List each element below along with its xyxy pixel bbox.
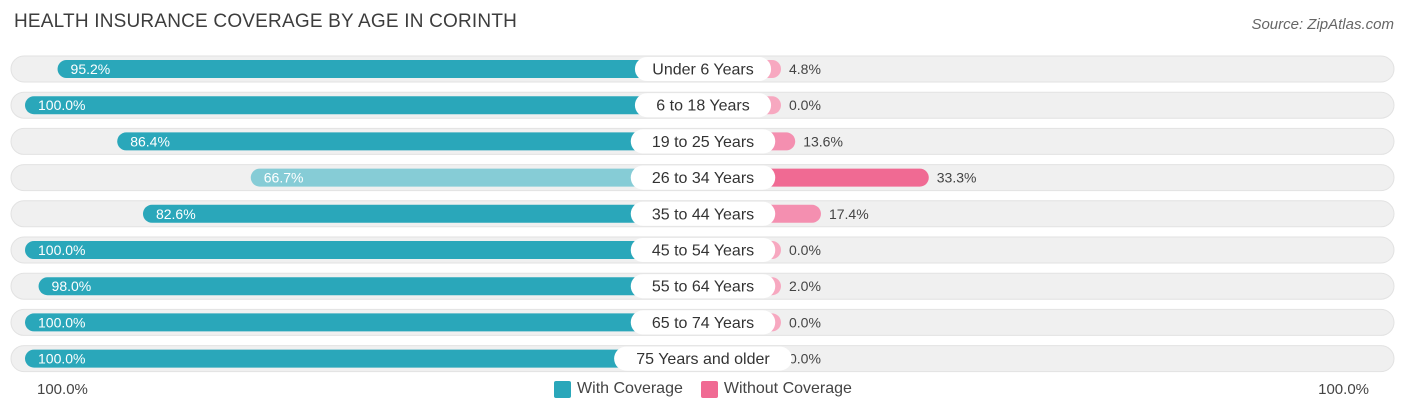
bar-with-coverage — [250, 168, 704, 187]
category-pill — [630, 129, 776, 154]
chart-title: HEALTH INSURANCE COVERAGE BY AGE IN CORI… — [14, 11, 518, 32]
value-label-without-coverage: 13.6% — [803, 133, 843, 149]
category-label: 35 to 44 Years — [652, 206, 754, 223]
axis-left-label: 100.0% — [37, 381, 88, 398]
value-label-without-coverage: 0.0% — [789, 242, 821, 258]
value-label-without-coverage: 33.3% — [937, 170, 977, 186]
value-label-with-coverage: 95.2% — [71, 61, 111, 77]
category-pill — [630, 310, 776, 335]
bar-with-coverage — [25, 313, 703, 332]
legend-label-with-coverage: With Coverage — [577, 380, 683, 397]
value-label-with-coverage: 100.0% — [38, 314, 85, 330]
category-pill — [630, 238, 776, 262]
category-label: 65 to 74 Years — [652, 315, 754, 332]
category-label: 75 Years and older — [636, 351, 770, 368]
bar-with-coverage — [25, 96, 703, 115]
category-pill — [630, 201, 776, 226]
legend-label-without-coverage: Without Coverage — [723, 380, 852, 397]
value-label-without-coverage: 0.0% — [789, 97, 821, 113]
legend-item-without-coverage[interactable]: Without Coverage — [700, 380, 852, 398]
category-pill — [630, 274, 776, 299]
bar-with-coverage — [38, 277, 704, 296]
category-pill — [614, 346, 792, 371]
category-label: 19 to 25 Years — [652, 134, 754, 151]
value-label-without-coverage: 2.0% — [789, 278, 821, 294]
value-label-with-coverage: 100.0% — [38, 351, 85, 367]
category-pill — [630, 165, 776, 190]
source-label: Source: ZipAtlas.com — [1251, 16, 1394, 33]
value-label-with-coverage: 100.0% — [38, 97, 85, 113]
bar-with-coverage — [142, 204, 704, 223]
value-label-with-coverage: 86.4% — [130, 133, 170, 149]
category-pill — [634, 57, 772, 81]
bar-with-coverage — [25, 349, 703, 368]
value-label-with-coverage: 66.7% — [264, 170, 304, 186]
value-label-with-coverage: 82.6% — [156, 206, 196, 222]
bar-with-coverage — [117, 132, 703, 151]
legend-swatch-with-coverage — [554, 380, 572, 398]
value-label-with-coverage: 100.0% — [38, 242, 85, 258]
legend-item-with-coverage[interactable]: With Coverage — [554, 380, 683, 398]
category-label: 26 to 34 Years — [652, 170, 754, 187]
legend: With Coverage Without Coverage — [0, 380, 1406, 398]
bar-with-coverage — [25, 241, 703, 259]
category-label: 6 to 18 Years — [656, 98, 749, 115]
category-label: Under 6 Years — [652, 62, 753, 79]
value-label-with-coverage: 98.0% — [52, 278, 92, 294]
chart-canvas: 95.2% 4.8% Under 6 Years 100.0% 0.0% 6 to 18 … — [10, 55, 1395, 373]
axis-right-label: 100.0% — [1318, 381, 1369, 398]
value-label-without-coverage: 4.8% — [789, 61, 821, 77]
value-label-without-coverage: 0.0% — [789, 351, 821, 367]
value-label-without-coverage: 17.4% — [829, 206, 869, 222]
bar-with-coverage — [57, 60, 703, 78]
value-label-without-coverage: 0.0% — [789, 314, 821, 330]
category-pill — [634, 93, 772, 118]
category-label: 55 to 64 Years — [652, 279, 754, 296]
category-label: 45 to 54 Years — [652, 243, 754, 260]
legend-swatch-without-coverage — [700, 380, 718, 398]
